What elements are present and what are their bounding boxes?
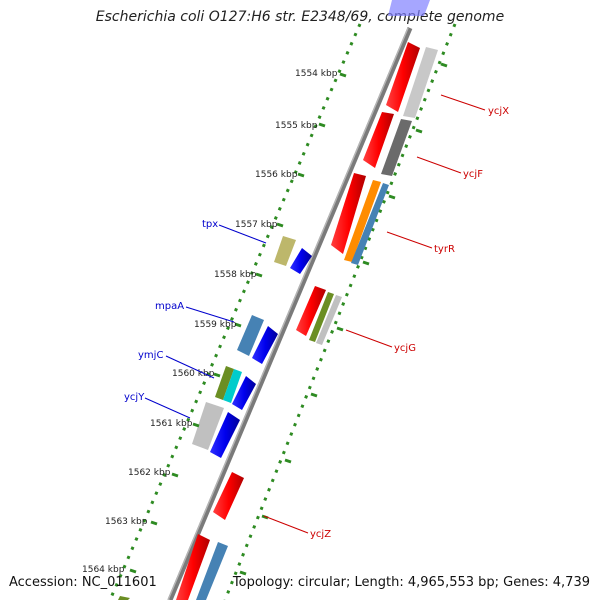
tick-label: 1556 kbp [255, 170, 298, 180]
gene-label-tpx: tpx [202, 219, 218, 230]
feature-tpx-blue [290, 248, 312, 274]
feature-ymjC-blue [232, 376, 256, 410]
inner-ring-ticks [129, 72, 347, 574]
tick-label: 1557 kbp [235, 220, 278, 230]
gene-label-ymjC: ymjC [138, 350, 163, 361]
feature-ycjF-dark [381, 119, 412, 176]
topology-summary: Topology: circular; Length: 4,965,553 bp… [232, 575, 590, 590]
tick-label: 1554 kbp [295, 69, 338, 79]
feature-ycjG-grey [316, 295, 342, 345]
tick-labels: 1554 kbp 1555 kbp 1556 kbp 1557 kbp 1558… [82, 69, 338, 575]
feature-bottom-steel [196, 542, 228, 600]
feature-bottom-red [176, 534, 210, 600]
gene-label-ycjZ: ycjZ [310, 529, 331, 540]
feature-ymjC-olive [215, 366, 234, 400]
gene-label-ycjG: ycjG [394, 343, 416, 354]
gene-label-mpaA: mpaA [155, 301, 184, 312]
feature-ycjX-grey [403, 47, 438, 118]
tick-label: 1561 kbp [150, 419, 193, 429]
tick-label: 1560 kbp [172, 369, 215, 379]
tick-label: 1562 kbp [128, 468, 171, 478]
feature-ycjX [386, 42, 420, 112]
tick-label: 1559 kbp [194, 320, 237, 330]
tick-label: 1555 kbp [275, 121, 318, 131]
tick-label: 1563 kbp [105, 517, 148, 527]
feature-ycjZ [213, 472, 244, 520]
feature-bottom-olive [118, 596, 130, 600]
feature-tyrR-steel [351, 183, 389, 265]
left-gene-labels: tpx mpaA ymjC ycjY [124, 219, 218, 403]
feature-mpaA [237, 315, 264, 356]
gene-label-ycjF: ycjF [463, 169, 483, 180]
feature-mpaA-blue [252, 326, 278, 364]
outer-ring-ticks [239, 62, 448, 576]
right-callout-lines [263, 94, 486, 534]
genome-backbone [167, 27, 413, 600]
outer-dotted-ring [223, 23, 457, 600]
accession-label: Accession: NC_011601 [9, 575, 157, 590]
feature-ycjG-red [296, 286, 326, 336]
gene-label-ycjY: ycjY [124, 392, 145, 403]
feature-ycjY-blue [210, 412, 240, 458]
tick-label: 1564 kbp [82, 565, 125, 575]
genome-backbone-highlight [167, 27, 409, 600]
feature-tyrR-red [331, 173, 366, 254]
gene-label-tyrR: tyrR [434, 244, 455, 255]
feature-top [388, 0, 430, 16]
feature-ycjY [192, 402, 224, 450]
gene-label-ycjX: ycjX [488, 106, 509, 117]
right-gene-labels: ycjX ycjF tyrR ycjG ycjZ [310, 106, 509, 540]
left-callout-lines [144, 224, 267, 419]
feature-ycjF [363, 112, 394, 168]
tick-label: 1558 kbp [214, 270, 257, 280]
feature-tpx [274, 236, 296, 266]
feature-tyrR-orange [344, 180, 381, 262]
feature-ycjG-olive [309, 292, 334, 342]
feature-ymjC-cyan [223, 369, 242, 403]
